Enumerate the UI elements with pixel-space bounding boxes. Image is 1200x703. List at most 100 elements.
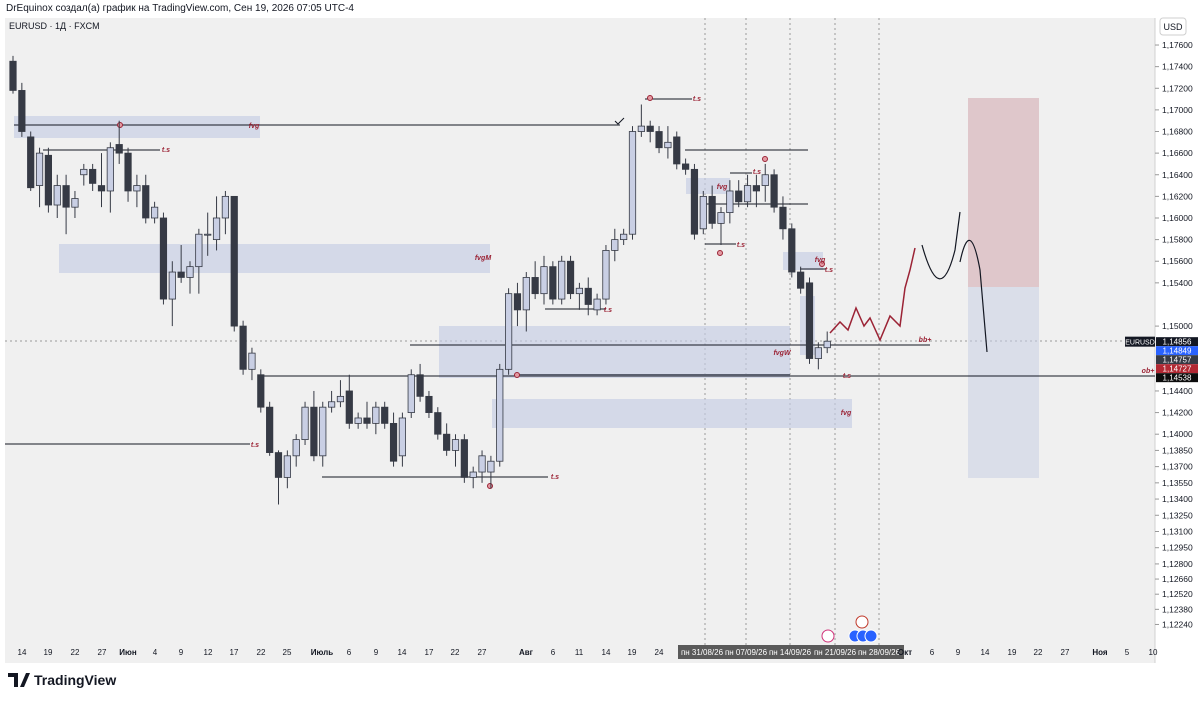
time-axis: 14 19 22 27 Июн 4 9 12 17 22 25 Июль 6 9 14 17 22 27 Авг 6 1…: [18, 645, 1158, 659]
y-tick-label: 1,15800: [1162, 235, 1193, 245]
x-tick-label: Июн: [119, 648, 137, 657]
annotation: t.s: [753, 169, 761, 176]
price-tag-label: 1,14538: [1163, 374, 1192, 383]
x-tick-label: 6: [930, 648, 935, 657]
price-tag: [1156, 346, 1198, 356]
event-icon[interactable]: [821, 629, 835, 643]
x-tick-label: пн 14/09/26: [769, 648, 812, 657]
price-tag: [1156, 364, 1198, 374]
candle-body: [53, 185, 61, 206]
candles: [9, 55, 831, 505]
candle-body: [434, 412, 442, 435]
x-tick-label: 19: [628, 648, 637, 657]
x-tick-label: 4: [153, 648, 158, 657]
x-tick-label: 27: [1061, 648, 1070, 657]
candle-body: [150, 206, 159, 219]
candle-body: [327, 401, 336, 408]
fvg-zone: [439, 326, 790, 378]
event-icon[interactable]: [864, 629, 878, 643]
swing-marker: [717, 250, 723, 256]
x-tick-label: Окт: [898, 648, 912, 657]
y-tick-label: 1,14200: [1162, 408, 1193, 418]
currency: USD: [1163, 22, 1183, 32]
fvg-zone: [492, 399, 852, 428]
y-tick-label: 1,13100: [1162, 526, 1193, 536]
candle-body: [655, 131, 663, 149]
candle-body: [159, 217, 168, 300]
candle-body: [478, 455, 486, 473]
projection-curve: [921, 211, 961, 280]
candle-body: [531, 277, 539, 295]
x-tick-label: 17: [230, 648, 239, 657]
x-tick-label: 14: [398, 648, 407, 657]
x-tick-label: 22: [71, 648, 80, 657]
candle-body: [301, 406, 309, 441]
y-tick-label: 1,13250: [1162, 510, 1193, 520]
candle-body: [239, 325, 247, 370]
x-tick-label: 11: [575, 648, 584, 657]
candle-body: [168, 271, 176, 300]
candle-body: [593, 298, 601, 311]
candle-body: [195, 233, 203, 268]
candle-body: [637, 125, 645, 132]
x-tick-label: 9: [374, 648, 379, 657]
candle-body: [699, 195, 707, 230]
swing-marker: [819, 261, 825, 267]
y-tick-label: 1,12660: [1162, 574, 1193, 584]
candle-body: [212, 217, 221, 241]
y-tick-label: 1,15000: [1162, 321, 1193, 331]
candle-body: [628, 131, 637, 235]
annotation: t.s: [551, 474, 559, 481]
price-tag-label: 1,14849: [1163, 347, 1192, 356]
annotation: t.s: [825, 267, 833, 274]
candle-body: [345, 390, 353, 424]
y-tick-label: 1,12380: [1162, 604, 1193, 614]
swing-marker: [117, 122, 123, 128]
y-tick-label: 1,14000: [1162, 429, 1193, 439]
x-tick-label: 22: [257, 648, 266, 657]
drawings: [5, 18, 1155, 645]
currency-box[interactable]: [1159, 17, 1187, 36]
candle-body: [372, 406, 380, 424]
event-icon[interactable]: [855, 615, 869, 629]
fvg-zone: [14, 116, 260, 138]
candle-body: [690, 168, 699, 235]
price-tag-label: 1,14757: [1163, 356, 1192, 365]
candle-body: [274, 452, 283, 478]
brand-name: TradingView: [34, 672, 116, 688]
x-tick-label: 25: [283, 648, 292, 657]
candle-body: [443, 433, 451, 451]
annotation: t.s: [251, 442, 259, 449]
x-tick-label: пн 31/08/26: [681, 648, 724, 657]
candle-body: [584, 287, 592, 305]
candle-body: [805, 282, 814, 359]
symbol-tag: [1125, 336, 1155, 347]
y-tick-label: 1,14400: [1162, 386, 1193, 396]
candle-body: [620, 233, 628, 241]
annotation: t.s: [162, 147, 170, 154]
candle-body: [18, 90, 26, 132]
x-tick-label: Авг: [519, 648, 534, 657]
chart-title: DrEquinox создал(а) график на TradingVie…: [6, 2, 354, 14]
candle-body: [124, 152, 132, 192]
candle-body: [708, 195, 716, 224]
candle-body: [44, 154, 53, 206]
x-tick-label: 10: [1149, 648, 1158, 657]
y-tick-label: 1,17400: [1162, 62, 1193, 72]
brand-logo: [8, 673, 30, 687]
candle-body: [513, 293, 522, 311]
candle-body: [381, 406, 389, 424]
candle-body: [97, 185, 106, 192]
candle-body: [89, 168, 97, 184]
candle-body: [115, 144, 123, 154]
candle-body: [186, 266, 194, 278]
candle-body: [283, 455, 291, 478]
candle-body: [504, 293, 513, 370]
candle-body: [682, 163, 690, 170]
x-tick-label: пн 07/09/26: [725, 648, 768, 657]
y-tick-label: 1,16800: [1162, 127, 1193, 137]
candle-body: [788, 228, 796, 273]
candle-body: [319, 406, 327, 457]
labels: fvg t.s fvgM t.s t.s t.s t.s fvg t.s t.s fvg t.s fvg…: [162, 96, 1154, 481]
